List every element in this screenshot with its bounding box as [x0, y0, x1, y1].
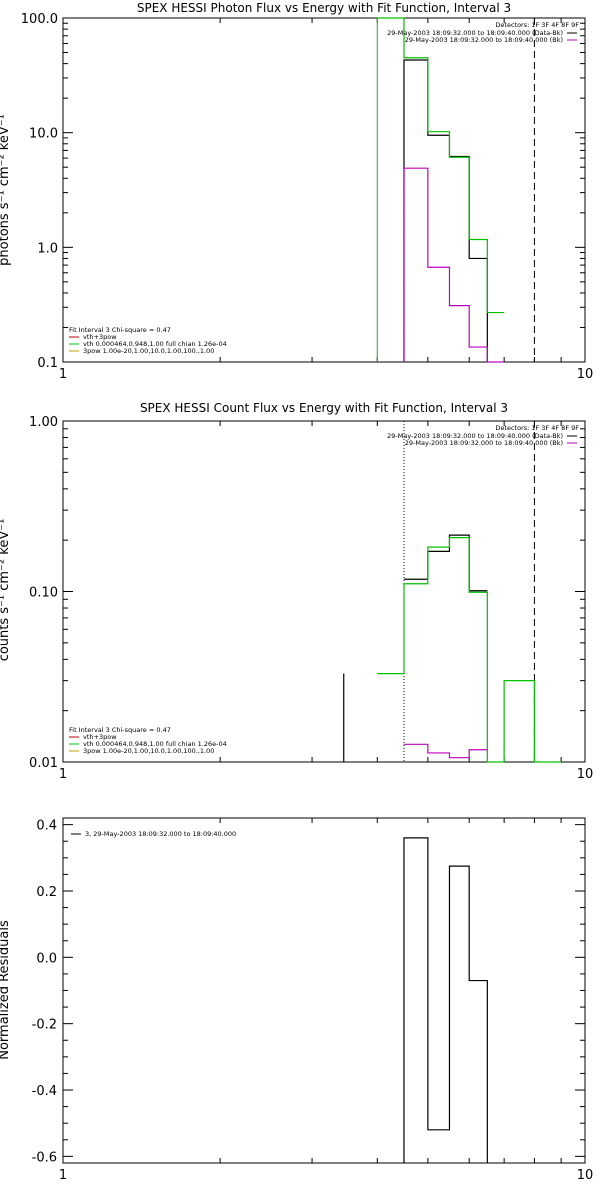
series-line-data-bk — [403, 534, 488, 592]
count-flux-panel: SPEX HESSI Count Flux vs Energy with Fit… — [0, 401, 593, 782]
fit-legend-label: Fit Interval 3 Chi-square = 0.47 — [69, 326, 171, 334]
time-legend-label: 29-May-2003 18:09:32.000 to 18:09:40.000… — [387, 29, 563, 37]
x-tick-label: 1 — [59, 1168, 67, 1183]
count-chart-title: SPEX HESSI Count Flux vs Energy with Fit… — [140, 401, 508, 415]
residuals-plot-frame — [62, 817, 586, 1164]
x-tick-label: 10 — [577, 367, 594, 382]
residuals-panel: Normalized Residuals 1 10 -0.6 -0.4 -0.2 0.0 0… — [0, 817, 594, 1183]
y-tick-label: 1.00 — [29, 415, 58, 430]
photon-chart-title: SPEX HESSI Photon Flux vs Energy with Fi… — [137, 1, 511, 15]
x-tick-label: 10 — [577, 767, 594, 782]
y-tick-label: 0.01 — [29, 756, 58, 771]
y-tick-label: 0.2 — [36, 885, 57, 900]
time-legend-label: 29-May-2003 18:09:32.000 to 18:09:40.000… — [405, 439, 563, 447]
residuals-y-axis-label: Normalized Residuals — [0, 920, 12, 1060]
y-tick-label: 100.0 — [21, 12, 58, 27]
detectors-label: Detectors: 1F 3F 4F 8F 9F — [495, 424, 579, 432]
y-tick-label: 0.4 — [36, 819, 57, 834]
y-tick-label: -0.6 — [32, 1150, 57, 1165]
fit-legend-label: Fit Interval 3 Chi-square = 0.47 — [69, 726, 171, 734]
x-tick-label: 10 — [577, 1168, 594, 1183]
fit-legend-label: vth 0.000464,0.948,1.00 full chian 1.26e… — [83, 740, 227, 748]
y-tick-label: 0.10 — [29, 586, 58, 601]
y-tick-label: 0.1 — [37, 356, 58, 371]
fit-legend-label: vth+3pow — [83, 733, 117, 741]
fit-legend-label: 3pow 1.00e-20,1.00,10.0,1.00,100.,1.00 — [83, 347, 214, 355]
series-line-data-bk — [403, 59, 488, 362]
series-line-residuals — [403, 837, 488, 1163]
fit-legend-label: 3pow 1.00e-20,1.00,10.0,1.00,100.,1.00 — [83, 747, 214, 755]
count-plot-frame — [62, 420, 586, 763]
count-y-axis-label: counts s⁻¹ cm⁻² keV⁻¹ — [0, 519, 12, 662]
series-line-vth — [377, 17, 505, 314]
fit-legend-label: vth+3pow — [83, 333, 117, 341]
fit-legend-label: vth 0.000464,0.948,1.00 full chian 1.26e… — [83, 340, 227, 348]
y-tick-label: 0.0 — [36, 951, 57, 966]
y-tick-label: -0.2 — [32, 1018, 57, 1033]
photon-plot-frame — [62, 17, 586, 363]
series-line-bk — [403, 167, 505, 363]
photon-y-axis-label: photons s⁻¹ cm⁻² keV⁻¹ — [0, 114, 12, 266]
time-legend-label: 29-May-2003 18:09:32.000 to 18:09:40.000… — [405, 36, 563, 44]
series-line-vth — [377, 537, 562, 763]
photon-flux-panel: SPEX HESSI Photon Flux vs Energy with Fi… — [0, 1, 593, 382]
y-tick-label: 10.0 — [29, 127, 58, 142]
series-line-bk — [403, 743, 488, 759]
x-tick-label: 1 — [59, 767, 67, 782]
y-tick-label: -0.4 — [32, 1084, 57, 1099]
detectors-label: Detectors: 1F 3F 4F 8F 9F — [495, 21, 579, 29]
time-legend-label: 29-May-2003 18:09:32.000 to 18:09:40.000… — [387, 432, 563, 440]
residual-legend-label: 3, 29-May-2003 18:09:32.000 to 18:09:40.… — [85, 830, 236, 838]
y-tick-label: 1.0 — [37, 241, 58, 256]
x-tick-label: 1 — [59, 367, 67, 382]
